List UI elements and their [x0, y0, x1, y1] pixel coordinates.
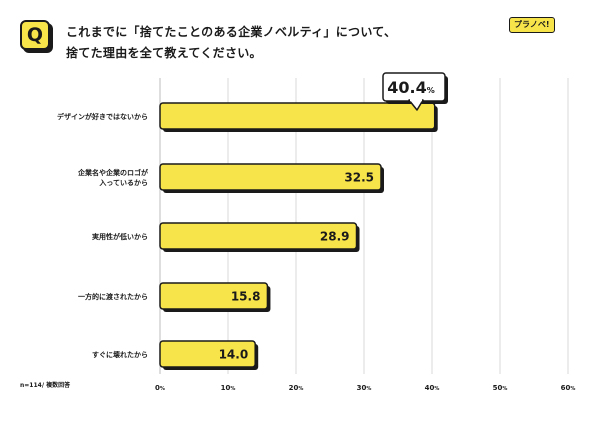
- category-label: 入っているから: [98, 179, 148, 187]
- x-tick-label: 0%: [155, 384, 165, 392]
- bar: [159, 102, 436, 130]
- title-line-2: 捨てた理由を全て教えてください。: [66, 46, 262, 60]
- x-tick-label: 60%: [561, 384, 576, 392]
- category-label: 実用性が低いから: [92, 232, 148, 241]
- value-label-highlight: 40.4%: [387, 78, 435, 97]
- category-label: すぐに壊れたから: [92, 350, 148, 359]
- value-label: 32.5: [344, 171, 374, 185]
- chart-title: これまでに「捨てたことのある企業ノベルティ」について、 捨てた理由を全て教えてく…: [66, 22, 486, 64]
- x-tick-label: 50%: [493, 384, 508, 392]
- x-tick-label: 40%: [425, 384, 440, 392]
- bar: [159, 163, 382, 191]
- sample-note: n=114/ 複数回答: [20, 382, 71, 389]
- x-tick-label: 10%: [221, 384, 236, 392]
- value-label: 15.8: [231, 290, 261, 304]
- question-badge: Q: [20, 20, 50, 50]
- brand-logo: プラノベ!: [509, 17, 555, 33]
- x-tick-label: 20%: [289, 384, 304, 392]
- title-line-1: これまでに「捨てたことのある企業ノベルティ」について、: [66, 25, 397, 39]
- category-label: 一方的に渡されたから: [78, 292, 148, 301]
- bar: [159, 282, 269, 310]
- bar: [159, 222, 358, 250]
- category-label: デザインが好きではないから: [57, 112, 148, 121]
- value-label: 28.9: [320, 230, 350, 244]
- category-label: 企業名や企業のロゴが: [77, 168, 148, 177]
- bar: [159, 340, 256, 368]
- value-label: 14.0: [219, 348, 249, 362]
- question-letter: Q: [26, 23, 44, 46]
- x-tick-label: 30%: [357, 384, 372, 392]
